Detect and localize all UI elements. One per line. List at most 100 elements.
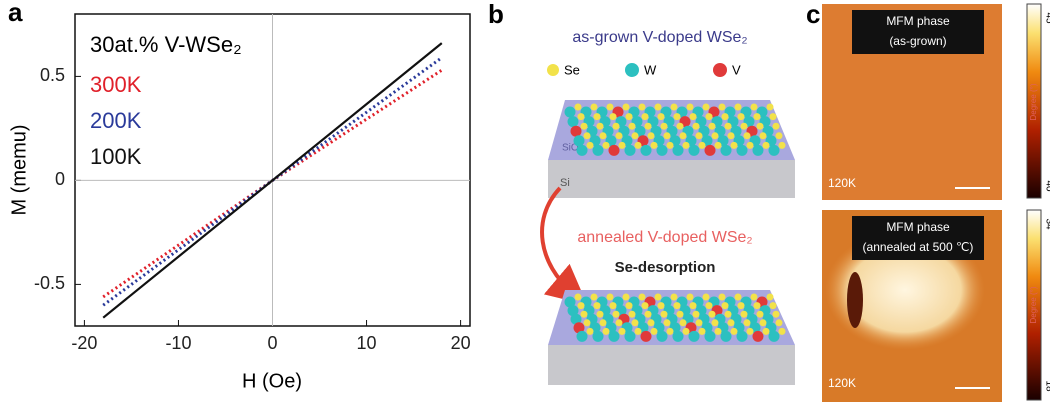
atom bbox=[670, 103, 678, 111]
title-box bbox=[852, 216, 984, 260]
atom bbox=[654, 293, 662, 301]
x-tick-label: 10 bbox=[357, 333, 377, 353]
atom bbox=[647, 319, 655, 327]
atom bbox=[634, 141, 642, 149]
atom bbox=[654, 103, 662, 111]
substrate bbox=[548, 345, 795, 385]
atom bbox=[778, 327, 786, 335]
image-subtitle: (annealed at 500 ℃) bbox=[863, 240, 974, 254]
atom bbox=[570, 313, 582, 325]
atom bbox=[746, 141, 754, 149]
atom bbox=[672, 330, 684, 342]
legend-entry: 200K bbox=[90, 108, 142, 133]
atom bbox=[663, 132, 671, 140]
atom bbox=[608, 144, 620, 156]
atom bbox=[708, 122, 716, 130]
atom bbox=[663, 319, 671, 327]
atom bbox=[772, 122, 780, 130]
atom bbox=[734, 293, 742, 301]
atom bbox=[750, 293, 758, 301]
atom bbox=[740, 310, 748, 318]
x-tick-label: -20 bbox=[71, 333, 97, 353]
atom bbox=[768, 144, 780, 156]
atom bbox=[724, 122, 732, 130]
atom bbox=[593, 113, 601, 121]
atom bbox=[647, 132, 655, 140]
atom bbox=[714, 327, 722, 335]
atom bbox=[602, 327, 610, 335]
atom bbox=[570, 125, 582, 137]
atom bbox=[718, 103, 726, 111]
x-tick-label: -10 bbox=[165, 333, 191, 353]
atom bbox=[711, 319, 719, 327]
atom bbox=[624, 144, 636, 156]
atom bbox=[737, 302, 745, 310]
atom bbox=[609, 113, 617, 121]
atom bbox=[608, 330, 620, 342]
atom bbox=[695, 132, 703, 140]
atom bbox=[705, 113, 713, 121]
atom bbox=[599, 319, 607, 327]
title-box bbox=[852, 10, 984, 54]
atom bbox=[672, 144, 684, 156]
atom bbox=[775, 319, 783, 327]
diagram-label: Se-desorption bbox=[615, 259, 716, 276]
atom bbox=[586, 327, 594, 335]
atom bbox=[676, 310, 684, 318]
atom bbox=[682, 141, 690, 149]
atom bbox=[615, 132, 623, 140]
atom bbox=[688, 330, 700, 342]
atom bbox=[656, 330, 668, 342]
atom-icon bbox=[713, 63, 727, 77]
temperature: 120K bbox=[828, 176, 856, 190]
atom bbox=[730, 141, 738, 149]
atom bbox=[606, 293, 614, 301]
atom bbox=[688, 144, 700, 156]
atom bbox=[583, 319, 591, 327]
panel-label: b bbox=[488, 0, 504, 29]
atom-label: Se bbox=[564, 62, 580, 77]
atom bbox=[615, 319, 623, 327]
atom bbox=[759, 319, 767, 327]
atom bbox=[622, 293, 630, 301]
atom bbox=[599, 132, 607, 140]
atom-icon bbox=[547, 64, 559, 76]
atom bbox=[576, 144, 588, 156]
atom bbox=[756, 122, 764, 130]
atom bbox=[743, 132, 751, 140]
atom bbox=[590, 103, 598, 111]
atom bbox=[673, 302, 681, 310]
atom bbox=[592, 330, 604, 342]
atom bbox=[592, 144, 604, 156]
atom bbox=[720, 144, 732, 156]
atom bbox=[769, 302, 777, 310]
atom bbox=[564, 296, 576, 308]
atom bbox=[762, 141, 770, 149]
atom bbox=[708, 310, 716, 318]
atom bbox=[567, 116, 579, 128]
atom bbox=[737, 113, 745, 121]
atom bbox=[740, 122, 748, 130]
atom bbox=[727, 319, 735, 327]
panel-label: a bbox=[8, 0, 23, 27]
atom bbox=[650, 327, 658, 335]
atom bbox=[580, 310, 588, 318]
atom bbox=[644, 122, 652, 130]
atom bbox=[593, 302, 601, 310]
atom bbox=[567, 305, 579, 317]
atom bbox=[564, 106, 576, 118]
atom bbox=[689, 113, 697, 121]
atom bbox=[612, 122, 620, 130]
atom bbox=[670, 293, 678, 301]
atom bbox=[628, 122, 636, 130]
atom bbox=[625, 302, 633, 310]
atom bbox=[746, 327, 754, 335]
cbar-label: Degree (°) bbox=[1029, 83, 1038, 120]
series-line bbox=[102, 42, 443, 319]
atom bbox=[704, 144, 716, 156]
atom bbox=[644, 310, 652, 318]
atom bbox=[704, 330, 716, 342]
y-tick-label: 0 bbox=[55, 169, 65, 189]
atom bbox=[638, 103, 646, 111]
cbar-min: 18 bbox=[1043, 380, 1050, 392]
